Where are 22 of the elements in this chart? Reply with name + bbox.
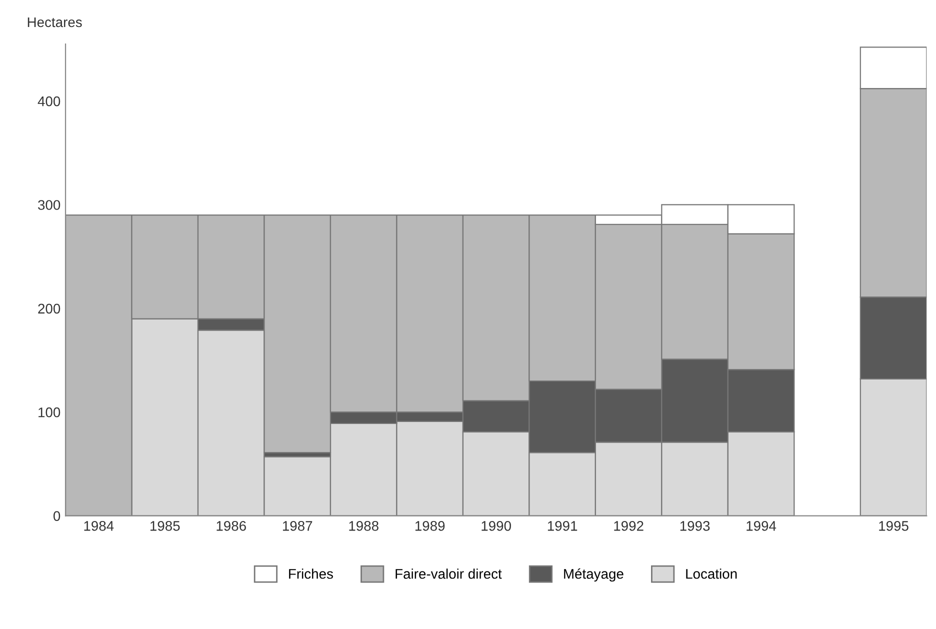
y-tick-label: 300: [38, 200, 60, 210]
x-tick-label: 1995: [879, 521, 908, 531]
y-tick-label: 200: [38, 304, 60, 314]
y-axis-title: Hectares: [28, 17, 82, 28]
x-tick-label: 1984: [84, 521, 114, 531]
x-tick-label: 1987: [282, 521, 312, 531]
x-tick-label: 1989: [415, 521, 445, 531]
x-tick-label: 1990: [482, 521, 511, 531]
x-tick-label: 1991: [548, 521, 578, 531]
x-tick-label: 1988: [349, 521, 378, 531]
x-tick-label: 1994: [746, 521, 776, 531]
legend-label: Friches: [289, 568, 333, 579]
x-tick-label: 1992: [614, 521, 644, 531]
y-tick-label: 400: [38, 96, 60, 106]
legend-label: Faire-valoir direct: [396, 568, 502, 579]
y-tick-label: 100: [38, 407, 60, 418]
x-tick-label: 1986: [216, 521, 246, 531]
legend-label: Location: [686, 568, 737, 579]
y-tick-label: 0: [53, 511, 60, 521]
x-tick-label: 1985: [150, 521, 180, 531]
legend-label: Métayage: [564, 568, 624, 582]
x-tick-label: 1993: [680, 521, 710, 531]
